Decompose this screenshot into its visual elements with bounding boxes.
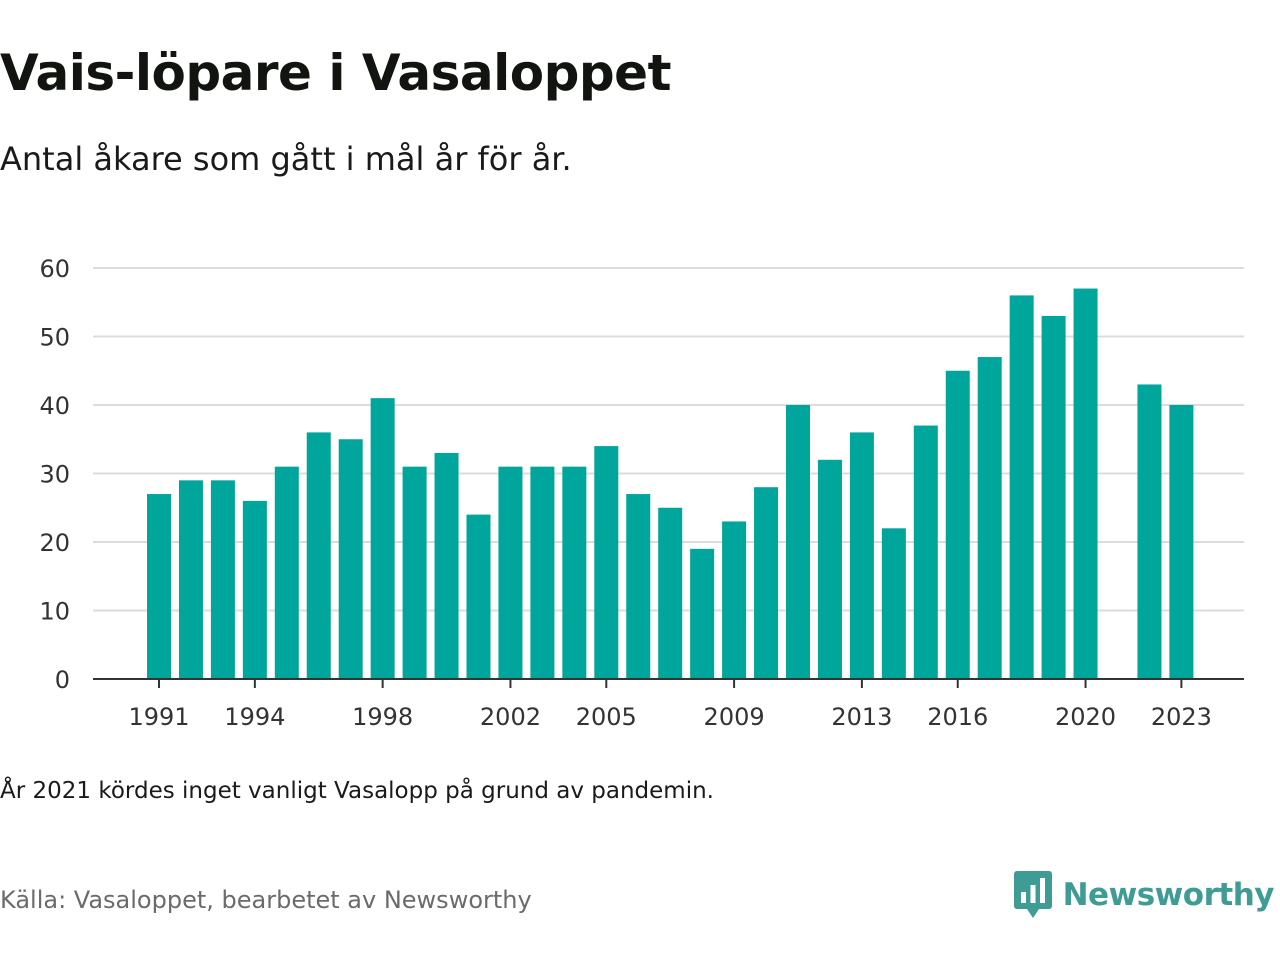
y-tick-label: 10 bbox=[39, 598, 70, 626]
y-tick-label: 40 bbox=[39, 392, 70, 420]
bar-1992 bbox=[178, 480, 203, 679]
bar-2002 bbox=[498, 466, 523, 679]
x-tick-label: 2005 bbox=[576, 703, 637, 731]
bar-2012 bbox=[817, 459, 842, 679]
x-tick-label: 2002 bbox=[480, 703, 541, 731]
x-tick-label: 2009 bbox=[704, 703, 765, 731]
x-tick-label: 2023 bbox=[1151, 703, 1212, 731]
bar-2017 bbox=[977, 357, 1002, 679]
bar-2013 bbox=[849, 432, 874, 679]
bar-2008 bbox=[690, 548, 715, 679]
bar-2010 bbox=[754, 487, 779, 679]
bar-1999 bbox=[402, 466, 427, 679]
source-credit: Källa: Vasaloppet, bearbetet av Newswort… bbox=[0, 886, 532, 914]
bar-2003 bbox=[530, 466, 555, 679]
brand-name: Newsworthy bbox=[1062, 877, 1275, 913]
newsworthy-logo-icon bbox=[1013, 871, 1052, 918]
bar-2015 bbox=[913, 425, 938, 679]
x-tick-label: 1991 bbox=[128, 703, 189, 731]
bar-2019 bbox=[1041, 315, 1066, 679]
chart-title: Vais-löpare i Vasaloppet bbox=[0, 44, 671, 102]
bar-2006 bbox=[626, 494, 651, 679]
bars bbox=[147, 288, 1194, 679]
chart-subtitle: Antal åkare som gått i mål år för år. bbox=[0, 140, 572, 178]
y-tick-label: 0 bbox=[55, 666, 70, 694]
bar-2016 bbox=[945, 370, 970, 679]
bar-1994 bbox=[242, 500, 267, 679]
bar-2007 bbox=[658, 507, 683, 679]
bar-1991 bbox=[147, 494, 171, 679]
bar-2023 bbox=[1169, 405, 1194, 679]
footnote: År 2021 kördes inget vanligt Vasalopp på… bbox=[0, 778, 714, 804]
bar-2005 bbox=[594, 446, 619, 679]
y-tick-label: 60 bbox=[39, 255, 70, 283]
y-tick-label: 30 bbox=[39, 461, 70, 489]
bar-2009 bbox=[722, 521, 747, 679]
bar-1995 bbox=[274, 466, 299, 679]
x-tick-label: 1998 bbox=[352, 703, 413, 731]
bar-1993 bbox=[210, 480, 235, 679]
bar-2014 bbox=[881, 528, 906, 679]
x-tick-label: 2016 bbox=[927, 703, 988, 731]
x-axis: 1991 1994 1998 2002 2005 2009 2013 2016 2020 2023 bbox=[93, 678, 1244, 731]
bar-1997 bbox=[338, 439, 363, 679]
bar-2020 bbox=[1073, 288, 1098, 679]
brand-logo: Newsworthy bbox=[1013, 870, 1275, 920]
bar-2004 bbox=[562, 466, 587, 679]
x-tick-label: 1994 bbox=[224, 703, 285, 731]
bar-1996 bbox=[306, 432, 331, 679]
bar-2011 bbox=[786, 405, 810, 679]
y-axis: 0 10 20 30 40 50 60 bbox=[39, 255, 70, 694]
bar-chart: 0 10 20 30 40 50 60 1991 1994 1998 2002 2005 2009 20… bbox=[39, 255, 1244, 731]
bar-2018 bbox=[1009, 295, 1034, 679]
x-tick-label: 2020 bbox=[1055, 703, 1116, 731]
y-tick-label: 20 bbox=[39, 529, 70, 557]
y-tick-label: 50 bbox=[39, 324, 70, 352]
bar-2001 bbox=[466, 514, 491, 679]
x-tick-label: 2013 bbox=[831, 703, 892, 731]
bar-1998 bbox=[370, 398, 395, 679]
bar-2000 bbox=[434, 452, 459, 679]
bar-2022 bbox=[1137, 384, 1162, 679]
